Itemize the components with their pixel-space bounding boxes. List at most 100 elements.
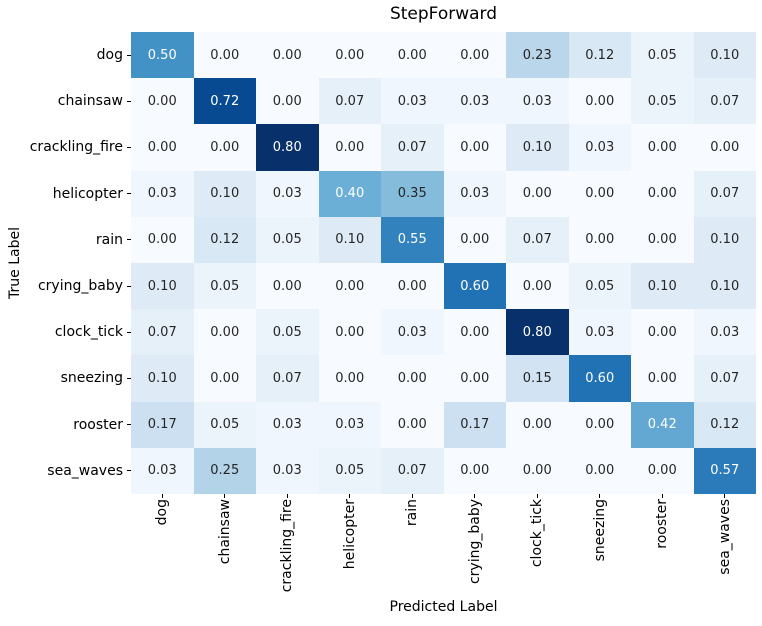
x-tick-label: rooster — [654, 499, 671, 549]
heatmap-cell: 0.07 — [318, 78, 381, 125]
y-tick-label: chainsaw — [57, 93, 123, 110]
heatmap-cell: 0.00 — [193, 124, 256, 171]
heatmap-cell: 0.03 — [568, 309, 631, 356]
heatmap-cell: 0.23 — [506, 32, 569, 79]
heatmap-cell: 0.00 — [568, 216, 631, 263]
heatmap-cell: 0.10 — [131, 355, 194, 402]
heatmap-cell: 0.00 — [256, 32, 319, 79]
heatmap-cell: 0.00 — [568, 447, 631, 494]
heatmap-cell: 0.03 — [381, 309, 444, 356]
heatmap-cell: 0.00 — [443, 32, 506, 79]
heatmap-cell: 0.00 — [131, 78, 194, 125]
x-tick-mark — [161, 494, 163, 498]
heatmap-cell: 0.80 — [256, 124, 319, 171]
heatmap-cell: 0.05 — [631, 32, 694, 79]
heatmap-cell: 0.03 — [256, 170, 319, 217]
x-tick-label: sneezing — [591, 499, 608, 562]
heatmap-cell: 0.35 — [381, 170, 444, 217]
heatmap-cell: 0.03 — [568, 124, 631, 171]
heatmap-cell: 0.00 — [193, 309, 256, 356]
y-tick-mark — [127, 193, 131, 195]
heatmap-cell: 0.00 — [131, 124, 194, 171]
heatmap-cell: 0.00 — [318, 32, 381, 79]
heatmap-cell: 0.00 — [631, 124, 694, 171]
x-tick-mark — [349, 494, 351, 498]
heatmap-cell: 0.07 — [381, 447, 444, 494]
y-tick-mark — [127, 378, 131, 379]
heatmap-cell: 0.07 — [693, 355, 756, 402]
heatmap-cell: 0.05 — [318, 447, 381, 494]
y-tick-label: crying_baby — [37, 278, 123, 294]
heatmap-cell: 0.00 — [568, 78, 631, 125]
x-tick-label: dog — [154, 499, 171, 526]
heatmap-cell: 0.55 — [381, 216, 444, 263]
heatmap-cell: 0.17 — [443, 401, 506, 448]
heatmap-cell: 0.03 — [256, 447, 319, 494]
x-tick-label: sea_waves — [716, 499, 733, 575]
heatmap-cell: 0.03 — [506, 78, 569, 125]
y-tick-label: dog — [96, 47, 123, 63]
heatmap-cell: 0.00 — [131, 216, 194, 263]
heatmap-cell: 0.00 — [631, 216, 694, 263]
heatmap-cell: 0.10 — [131, 263, 194, 310]
heatmap-cell: 0.00 — [318, 124, 381, 171]
heatmap-cell: 0.00 — [693, 124, 756, 171]
x-tick-mark — [224, 494, 226, 498]
heatmap-cell: 0.00 — [318, 355, 381, 402]
x-tick-label: crying_baby — [466, 499, 483, 585]
heatmap-cell: 0.00 — [506, 447, 569, 494]
heatmap-cell: 0.60 — [443, 263, 506, 310]
heatmap-cell: 0.15 — [506, 355, 569, 402]
heatmap-cell: 0.03 — [131, 170, 194, 217]
heatmap-cell: 0.03 — [381, 78, 444, 125]
heatmap-cell: 0.10 — [693, 32, 756, 79]
y-tick-label: rooster — [73, 416, 123, 433]
heatmap-cell: 0.42 — [631, 401, 694, 448]
heatmap-cell: 0.03 — [443, 78, 506, 125]
heatmap-cell: 0.00 — [443, 124, 506, 171]
heatmap-cell: 0.00 — [381, 355, 444, 402]
heatmap-cell: 0.05 — [256, 309, 319, 356]
y-tick-label: rain — [95, 231, 123, 248]
y-tick-label: clock_tick — [54, 324, 123, 341]
y-tick-label: helicopter — [52, 185, 123, 202]
heatmap-cell: 0.03 — [443, 170, 506, 217]
heatmap-cell: 0.17 — [131, 401, 194, 448]
heatmap-cell: 0.00 — [381, 401, 444, 448]
heatmap-cell: 0.00 — [631, 447, 694, 494]
heatmap-cell: 0.00 — [381, 32, 444, 79]
heatmap-cell: 0.57 — [693, 447, 756, 494]
x-tick-label: helicopter — [341, 499, 358, 570]
x-tick-mark — [411, 494, 413, 498]
heatmap-cell: 0.03 — [693, 309, 756, 356]
heatmap-cell: 0.00 — [318, 263, 381, 310]
x-tick-label: clock_tick — [529, 499, 546, 568]
heatmap-cell: 0.00 — [443, 447, 506, 494]
heatmap-cell: 0.12 — [568, 32, 631, 79]
y-tick-mark — [127, 424, 131, 426]
y-tick-mark — [127, 285, 131, 287]
heatmap-cell: 0.00 — [631, 309, 694, 356]
x-tick-mark — [474, 494, 476, 498]
heatmap-cell: 0.00 — [318, 309, 381, 356]
x-tick-label: chainsaw — [216, 499, 233, 565]
heatmap-cell: 0.72 — [193, 78, 256, 125]
heatmap-cell: 0.10 — [693, 216, 756, 263]
heatmap-cell: 0.10 — [318, 216, 381, 263]
x-tick-mark — [661, 494, 663, 498]
x-tick-mark — [599, 494, 601, 498]
y-tick-mark — [127, 239, 131, 241]
y-tick-mark — [127, 331, 131, 333]
y-tick-label: sneezing — [60, 370, 123, 387]
y-tick-mark — [127, 54, 131, 56]
heatmap-cell: 0.80 — [506, 309, 569, 356]
heatmap-cell: 0.07 — [506, 216, 569, 263]
heatmap-cell: 0.12 — [693, 401, 756, 448]
heatmap-cell: 0.00 — [381, 263, 444, 310]
heatmap-grid: 0.50 0.00 0.00 0.00 0.00 0.00 0.23 0.12 0.05 0.10… — [131, 32, 756, 494]
heatmap-cell: 0.50 — [131, 32, 194, 79]
heatmap-cell: 0.03 — [256, 401, 319, 448]
heatmap-cell: 0.07 — [256, 355, 319, 402]
heatmap-cell: 0.00 — [193, 32, 256, 79]
